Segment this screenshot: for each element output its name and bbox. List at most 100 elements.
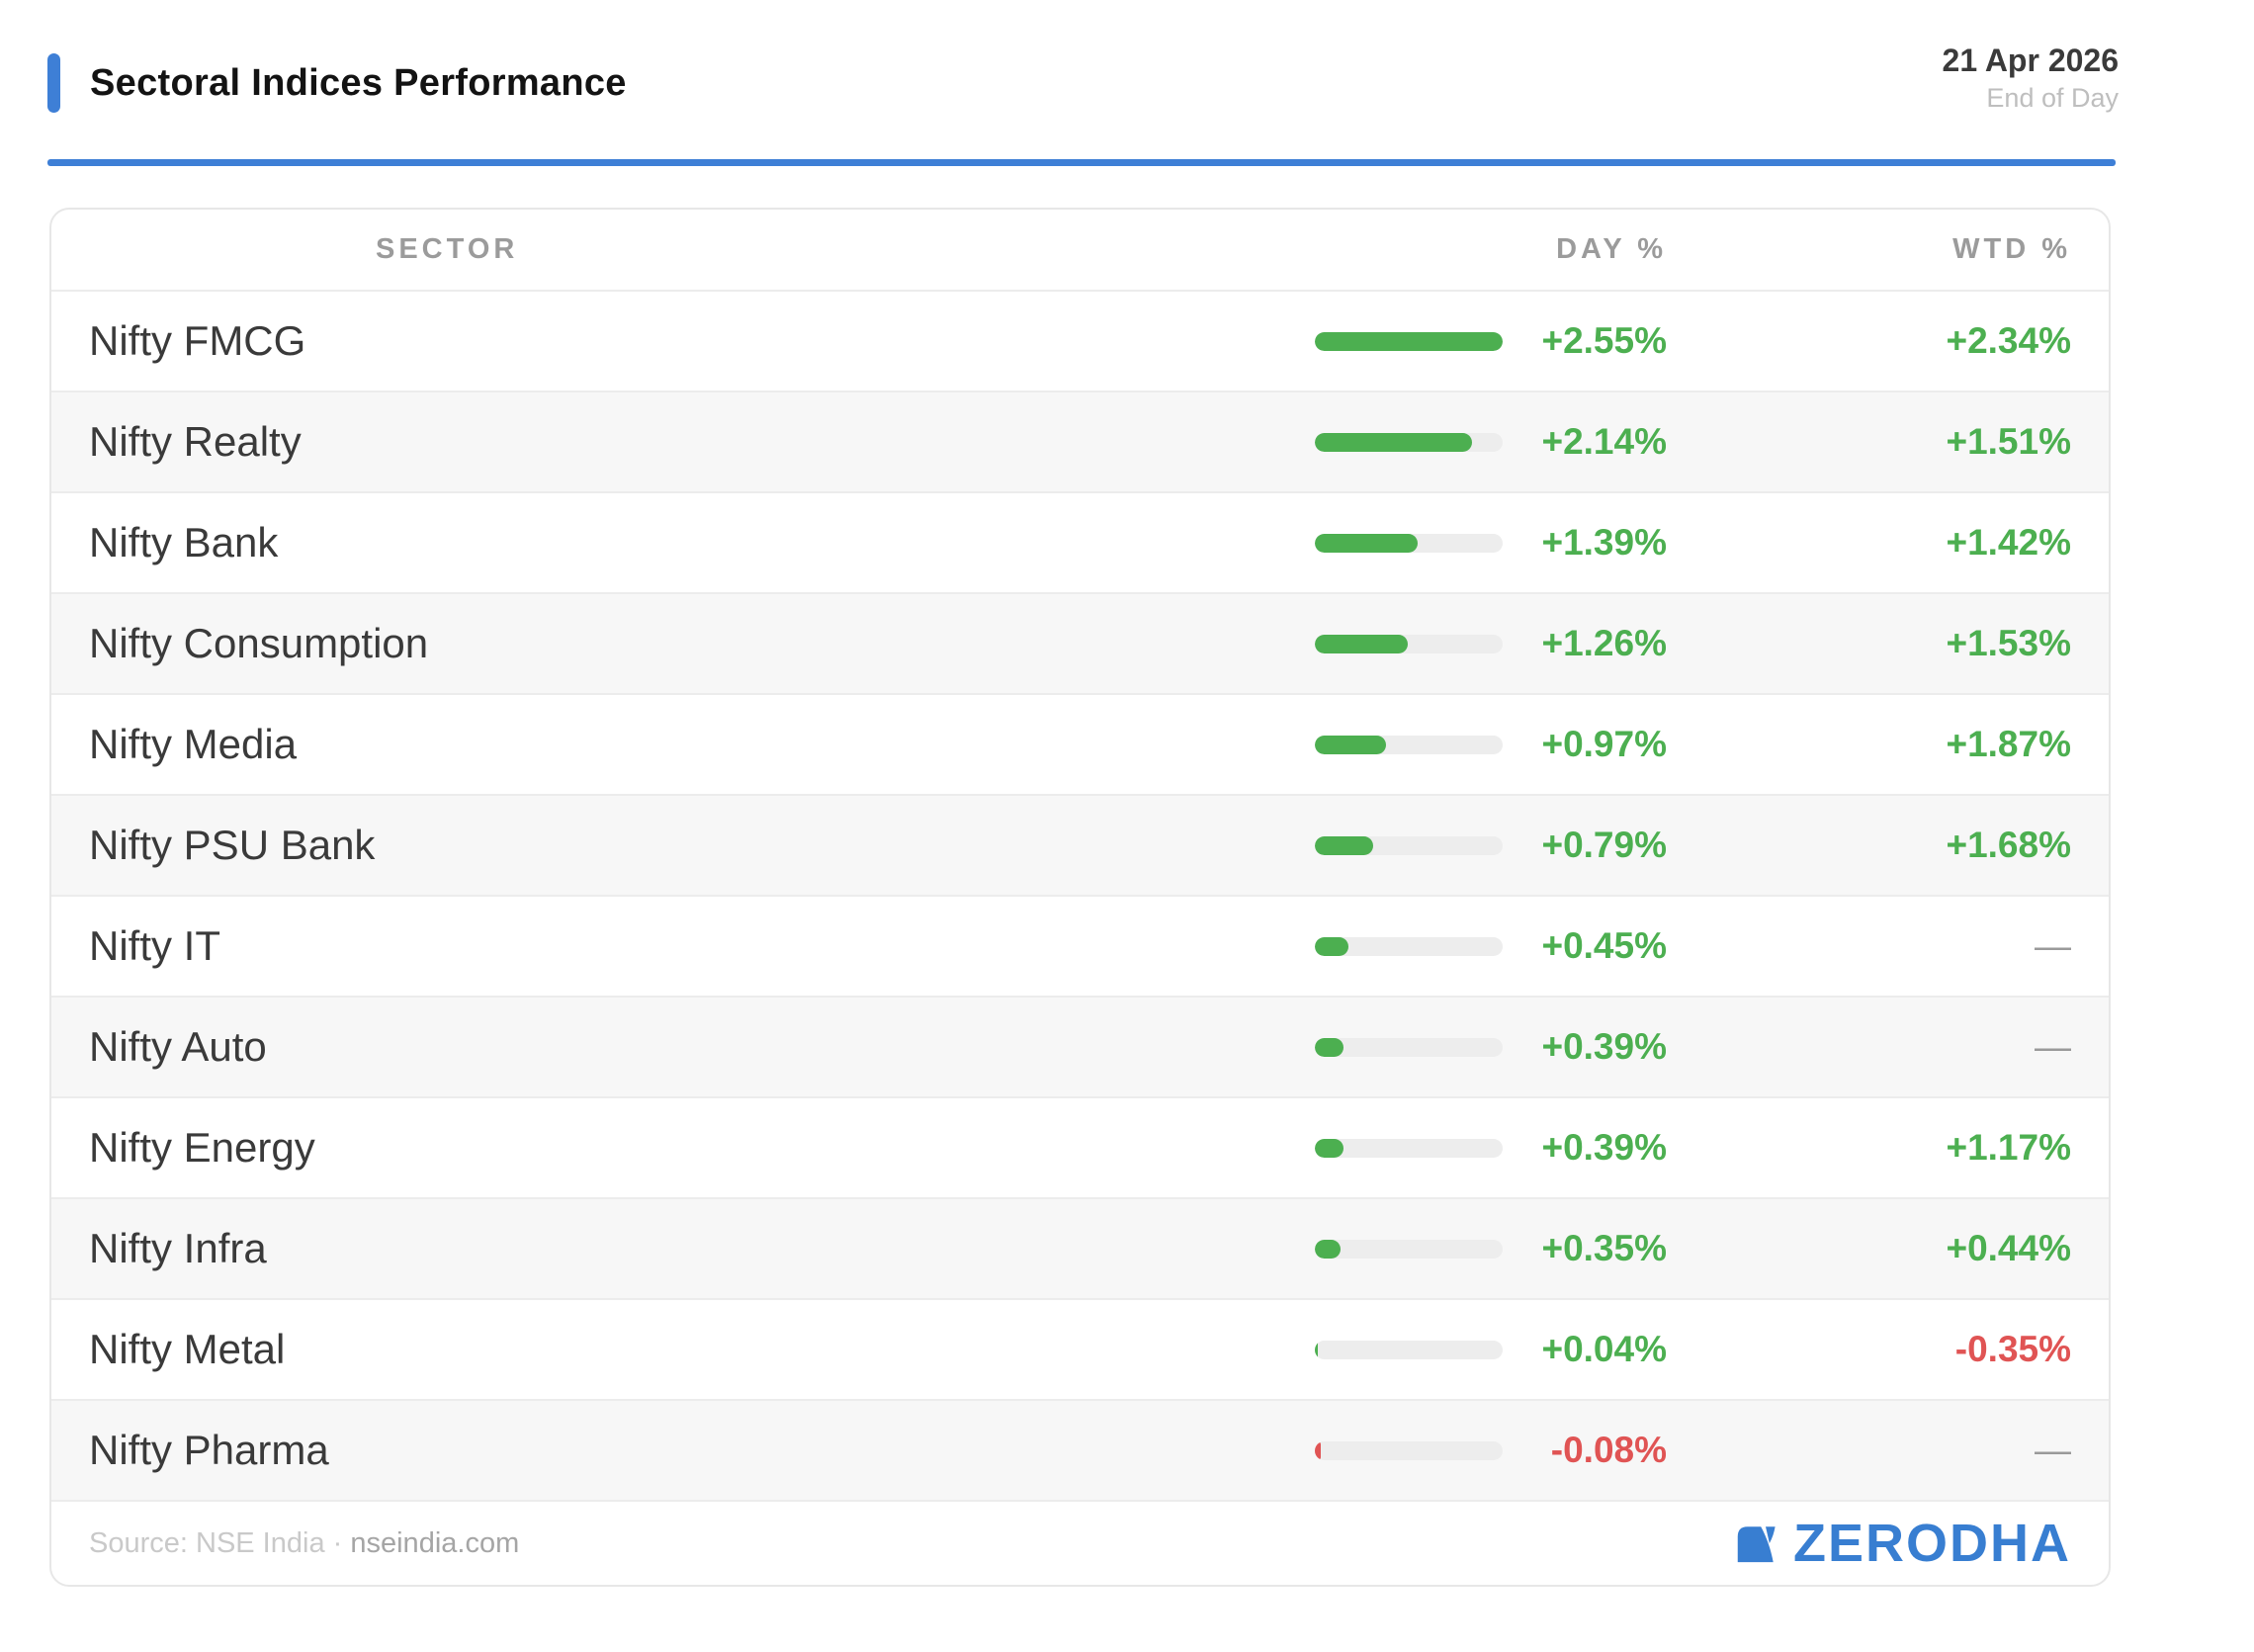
sector-name: Nifty Metal <box>89 1326 286 1372</box>
day-bar-cell <box>1315 936 1503 956</box>
title-accent-bar <box>47 53 60 113</box>
day-bar-cell <box>1315 432 1503 452</box>
day-bar-fill <box>1315 634 1408 653</box>
wtd-percent-value: +1.53% <box>1946 623 2071 663</box>
zerodha-kite-icon <box>1737 1526 1776 1563</box>
day-bar-fill <box>1315 1440 1321 1460</box>
table-body: Nifty FMCG +2.55% +2.34% Nifty Realty +2… <box>51 292 2109 1502</box>
day-bar-fill <box>1315 835 1373 855</box>
column-header-day: DAY % <box>1556 233 1667 265</box>
sector-name: Nifty PSU Bank <box>89 822 376 868</box>
day-percent-value: +0.79% <box>1541 825 1667 865</box>
zerodha-logo: ZERODHA <box>1732 1517 2071 1570</box>
day-bar-track <box>1315 1239 1503 1259</box>
day-bar-cell <box>1315 533 1503 553</box>
day-bar-cell <box>1315 634 1503 653</box>
table-row: Nifty Realty +2.14% +1.51% <box>51 392 2109 493</box>
day-bar-track <box>1315 835 1503 855</box>
day-bar-fill <box>1315 533 1418 553</box>
day-percent-value: +0.04% <box>1541 1329 1667 1369</box>
day-percent-value: +0.39% <box>1541 1127 1667 1168</box>
day-bar-fill <box>1315 331 1503 351</box>
day-bar-fill <box>1315 1239 1342 1259</box>
wtd-percent-value: +1.87% <box>1946 724 2071 764</box>
sector-name: Nifty Bank <box>89 519 279 565</box>
table-row: Nifty Infra +0.35% +0.44% <box>51 1199 2109 1300</box>
day-bar-track <box>1315 1037 1503 1057</box>
wtd-percent-value: +2.34% <box>1946 320 2071 361</box>
day-bar-track <box>1315 735 1503 754</box>
wtd-percent-value: -0.35% <box>1954 1329 2071 1369</box>
day-percent-value: +1.26% <box>1541 623 1667 663</box>
table-row: Nifty Media +0.97% +1.87% <box>51 695 2109 796</box>
table-row: Nifty Energy +0.39% +1.17% <box>51 1098 2109 1199</box>
wtd-percent-value: +1.68% <box>1946 825 2071 865</box>
sector-name: Nifty Energy <box>89 1124 315 1171</box>
day-bar-track <box>1315 1138 1503 1158</box>
day-bar-track <box>1315 1340 1503 1359</box>
wtd-percent-value: +1.51% <box>1946 421 2071 462</box>
wtd-percent-value: +1.17% <box>1946 1127 2071 1168</box>
day-percent-value: +1.39% <box>1541 522 1667 563</box>
column-header-sector: SECTOR <box>376 233 519 265</box>
column-header-wtd: WTD % <box>1952 233 2071 265</box>
day-percent-value: +0.45% <box>1541 925 1667 966</box>
day-percent-value: -0.08% <box>1550 1430 1667 1470</box>
day-bar-track <box>1315 936 1503 956</box>
day-bar-cell <box>1315 1340 1503 1359</box>
day-bar-cell <box>1315 331 1503 351</box>
wtd-percent-value: — <box>2035 1026 2071 1067</box>
zerodha-wordmark: ZERODHA <box>1793 1514 2071 1573</box>
sector-name: Nifty IT <box>89 922 220 969</box>
sector-performance-card: SECTOR DAY % WTD % Nifty FMCG +2.55% +2.… <box>49 208 2111 1587</box>
table-row: Nifty Auto +0.39% — <box>51 998 2109 1098</box>
table-header-row: SECTOR DAY % WTD % <box>51 210 2109 292</box>
table-row: Nifty PSU Bank +0.79% +1.68% <box>51 796 2109 897</box>
day-percent-value: +2.55% <box>1541 320 1667 361</box>
day-bar-cell <box>1315 835 1503 855</box>
day-percent-value: +0.39% <box>1541 1026 1667 1067</box>
day-bar-cell <box>1315 1239 1503 1259</box>
sector-name: Nifty Infra <box>89 1225 267 1271</box>
day-percent-value: +2.14% <box>1541 421 1667 462</box>
day-bar-cell <box>1315 1138 1503 1158</box>
page-title: Sectoral Indices Performance <box>90 61 627 104</box>
sector-name: Nifty FMCG <box>89 317 306 364</box>
report-date-block: 21 Apr 2026 End of Day <box>1943 42 2119 114</box>
source-link: nseindia.com <box>350 1526 520 1559</box>
wtd-percent-value: +0.44% <box>1946 1228 2071 1268</box>
source-text: Source: NSE India · nseindia.com <box>89 1527 519 1560</box>
day-percent-value: +0.97% <box>1541 724 1667 764</box>
header-divider-rule <box>47 159 2116 166</box>
wtd-percent-value: — <box>2035 925 2071 966</box>
sector-name: Nifty Realty <box>89 418 302 465</box>
wtd-percent-value: — <box>2035 1430 2071 1470</box>
day-bar-cell <box>1315 735 1503 754</box>
sector-name: Nifty Consumption <box>89 620 429 666</box>
report-date: 21 Apr 2026 <box>1942 43 2119 78</box>
table-row: Nifty Bank +1.39% +1.42% <box>51 493 2109 594</box>
table-row: Nifty Consumption +1.26% +1.53% <box>51 594 2109 695</box>
sector-name: Nifty Media <box>89 721 298 767</box>
day-bar-track <box>1315 331 1503 351</box>
day-bar-fill <box>1315 1138 1344 1158</box>
sector-name: Nifty Auto <box>89 1023 267 1070</box>
report-date-subtitle: End of Day <box>1986 83 2119 113</box>
source-prefix: Source: NSE India · <box>89 1526 343 1559</box>
sector-name: Nifty Pharma <box>89 1427 329 1473</box>
day-bar-fill <box>1315 735 1387 754</box>
report-title-block: Sectoral Indices Performance <box>47 51 627 115</box>
day-bar-fill <box>1315 1037 1344 1057</box>
day-bar-fill <box>1315 936 1348 956</box>
day-percent-value: +0.35% <box>1541 1228 1667 1268</box>
table-row: Nifty IT +0.45% — <box>51 897 2109 998</box>
day-bar-fill <box>1315 1340 1318 1359</box>
day-bar-cell <box>1315 1037 1503 1057</box>
wtd-percent-value: +1.42% <box>1946 522 2071 563</box>
table-row: Nifty Metal +0.04% -0.35% <box>51 1300 2109 1401</box>
day-bar-fill <box>1315 432 1473 452</box>
table-row: Nifty Pharma -0.08% — <box>51 1401 2109 1502</box>
table-row: Nifty FMCG +2.55% +2.34% <box>51 292 2109 392</box>
day-bar-track <box>1315 432 1503 452</box>
day-bar-track <box>1315 533 1503 553</box>
